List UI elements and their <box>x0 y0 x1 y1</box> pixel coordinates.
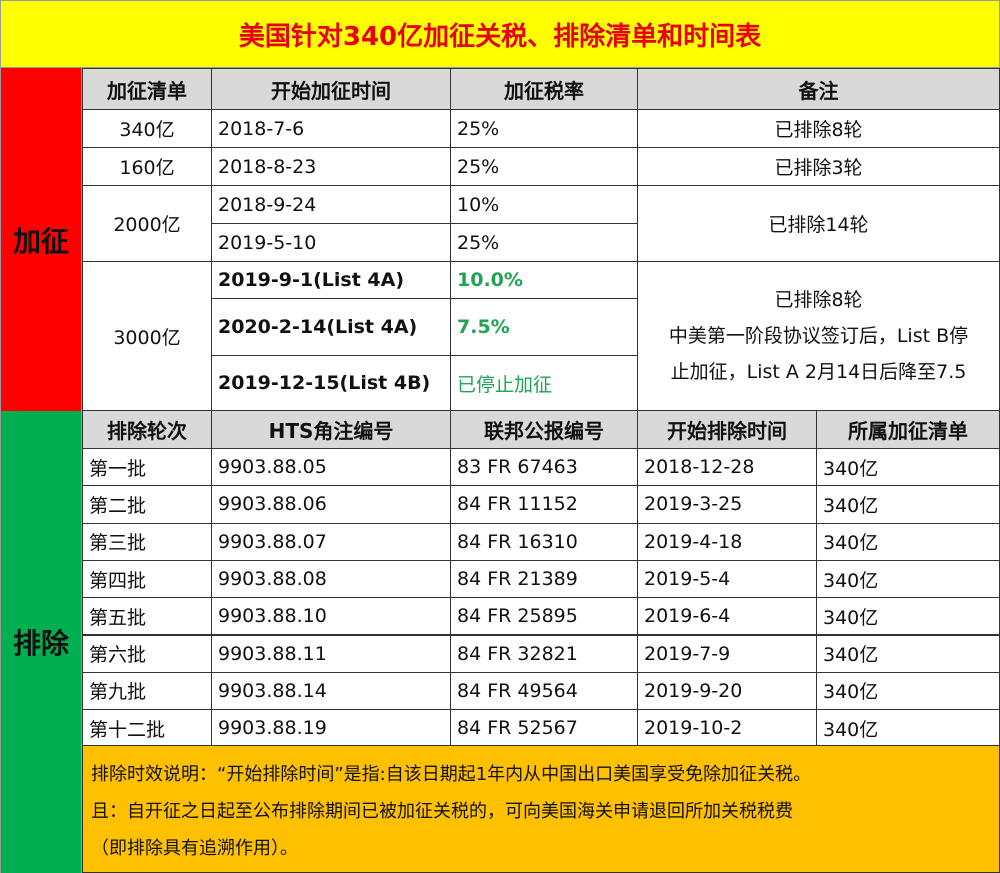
federal-register-number: 84 FR 25895 <box>450 597 638 636</box>
tariff-remark: 已排除8轮 <box>637 109 1000 148</box>
federal-register-number: 84 FR 32821 <box>450 634 638 673</box>
tariff-list-name: 340亿 <box>82 109 212 148</box>
exclusion-round: 第九批 <box>82 671 212 711</box>
exclusion-start-date: 2019-7-9 <box>637 634 817 673</box>
belongs-tariff-list: 340亿 <box>816 559 1000 599</box>
remark-line: 中美第一阶段协议签订后，List B停 <box>668 325 969 347</box>
hts-note-number: 9903.88.10 <box>211 597 451 636</box>
section-label-tariff: 加征 <box>0 68 82 411</box>
tariff-list-name: 3000亿 <box>82 261 212 411</box>
tariff-start-date: 2018-8-23 <box>211 147 451 186</box>
tariff-start-date: 2019-5-10 <box>211 223 451 262</box>
exclusion-round: 第四批 <box>82 559 212 599</box>
belongs-tariff-list: 340亿 <box>816 671 1000 711</box>
header-belongs-list: 所属加征清单 <box>816 410 1000 449</box>
hts-note-number: 9903.88.11 <box>211 634 451 673</box>
belongs-tariff-list: 340亿 <box>816 522 1000 561</box>
header-remarks: 备注 <box>637 68 1000 110</box>
header-tariff-rate: 加征税率 <box>450 68 638 110</box>
hts-note-number: 9903.88.05 <box>211 448 451 487</box>
exclusion-start-date: 2019-6-4 <box>637 597 817 636</box>
tariff-rate: 7.5% <box>450 298 638 356</box>
tariff-remark: 已排除3轮 <box>637 147 1000 186</box>
federal-register-number: 83 FR 67463 <box>450 448 638 487</box>
tariff-start-date: 2018-7-6 <box>211 109 451 148</box>
hts-note-number: 9903.88.14 <box>211 671 451 711</box>
exclusion-round: 第五批 <box>82 597 212 636</box>
header-tariff-list: 加征清单 <box>82 68 212 110</box>
remark-line: 已排除8轮 <box>774 289 863 311</box>
belongs-tariff-list: 340亿 <box>816 485 1000 524</box>
exclusion-start-date: 2018-12-28 <box>637 448 817 487</box>
remark-line: 止加征，List A 2月14日后降至7.5 <box>670 361 967 383</box>
federal-register-number: 84 FR 11152 <box>450 485 638 524</box>
tariff-list-name: 2000亿 <box>82 185 212 262</box>
footnote: 排除时效说明：“开始排除时间”是指:自该日期起1年内从中国出口美国享受免除加征关… <box>82 745 1000 873</box>
exclusion-round: 第一批 <box>82 448 212 487</box>
exclusion-start-date: 2019-3-25 <box>637 485 817 524</box>
header-exclusion-start: 开始排除时间 <box>637 410 817 449</box>
tariff-start-date: 2019-9-1(List 4A) <box>211 261 451 299</box>
tariff-rate-stopped: 已停止加征 <box>450 355 638 411</box>
header-federal-register: 联邦公报编号 <box>450 410 638 449</box>
belongs-tariff-list: 340亿 <box>816 597 1000 636</box>
hts-note-number: 9903.88.08 <box>211 559 451 599</box>
belongs-tariff-list: 340亿 <box>816 709 1000 748</box>
page-title: 美国针对340亿加征关税、排除清单和时间表 <box>0 0 1000 68</box>
exclusion-round: 第六批 <box>82 634 212 673</box>
hts-note-number: 9903.88.19 <box>211 709 451 748</box>
federal-register-number: 84 FR 21389 <box>450 559 638 599</box>
hts-note-number: 9903.88.07 <box>211 522 451 561</box>
federal-register-number: 84 FR 52567 <box>450 709 638 748</box>
tariff-rate: 10.0% <box>450 261 638 299</box>
tariff-rate: 25% <box>450 223 638 262</box>
tariff-list-name: 160亿 <box>82 147 212 186</box>
tariff-remark: 已排除14轮 <box>637 185 1000 262</box>
tariff-rate: 10% <box>450 185 638 224</box>
tariff-start-date: 2020-2-14(List 4A) <box>211 298 451 356</box>
tariff-start-date: 2018-9-24 <box>211 185 451 224</box>
tariff-remark-3000: 已排除8轮 中美第一阶段协议签订后，List B停 止加征，List A 2月1… <box>637 261 1000 411</box>
tariff-rate: 25% <box>450 147 638 186</box>
exclusion-round: 第十二批 <box>82 709 212 748</box>
header-hts-note: HTS角注编号 <box>211 410 451 449</box>
header-start-date: 开始加征时间 <box>211 68 451 110</box>
exclusion-start-date: 2019-10-2 <box>637 709 817 748</box>
tariff-rate: 25% <box>450 109 638 148</box>
federal-register-number: 84 FR 49564 <box>450 671 638 711</box>
exclusion-round: 第二批 <box>82 485 212 524</box>
footnote-line: 排除时效说明：“开始排除时间”是指:自该日期起1年内从中国出口美国享受免除加征关… <box>91 764 812 785</box>
belongs-tariff-list: 340亿 <box>816 448 1000 487</box>
exclusion-start-date: 2019-4-18 <box>637 522 817 561</box>
hts-note-number: 9903.88.06 <box>211 485 451 524</box>
tariff-start-date: 2019-12-15(List 4B) <box>211 355 451 411</box>
header-exclusion-round: 排除轮次 <box>82 410 212 449</box>
footnote-line: 且：自开征之日起至公布排除期间已被加征关税的，可向美国海关申请退回所加关税税费 <box>91 801 793 822</box>
federal-register-number: 84 FR 16310 <box>450 522 638 561</box>
exclusion-start-date: 2019-9-20 <box>637 671 817 711</box>
belongs-tariff-list: 340亿 <box>816 634 1000 673</box>
exclusion-round: 第三批 <box>82 522 212 561</box>
footnote-line: （即排除具有追溯作用）。 <box>91 838 298 859</box>
exclusion-start-date: 2019-5-4 <box>637 559 817 599</box>
section-label-exclusion: 排除 <box>0 411 82 873</box>
